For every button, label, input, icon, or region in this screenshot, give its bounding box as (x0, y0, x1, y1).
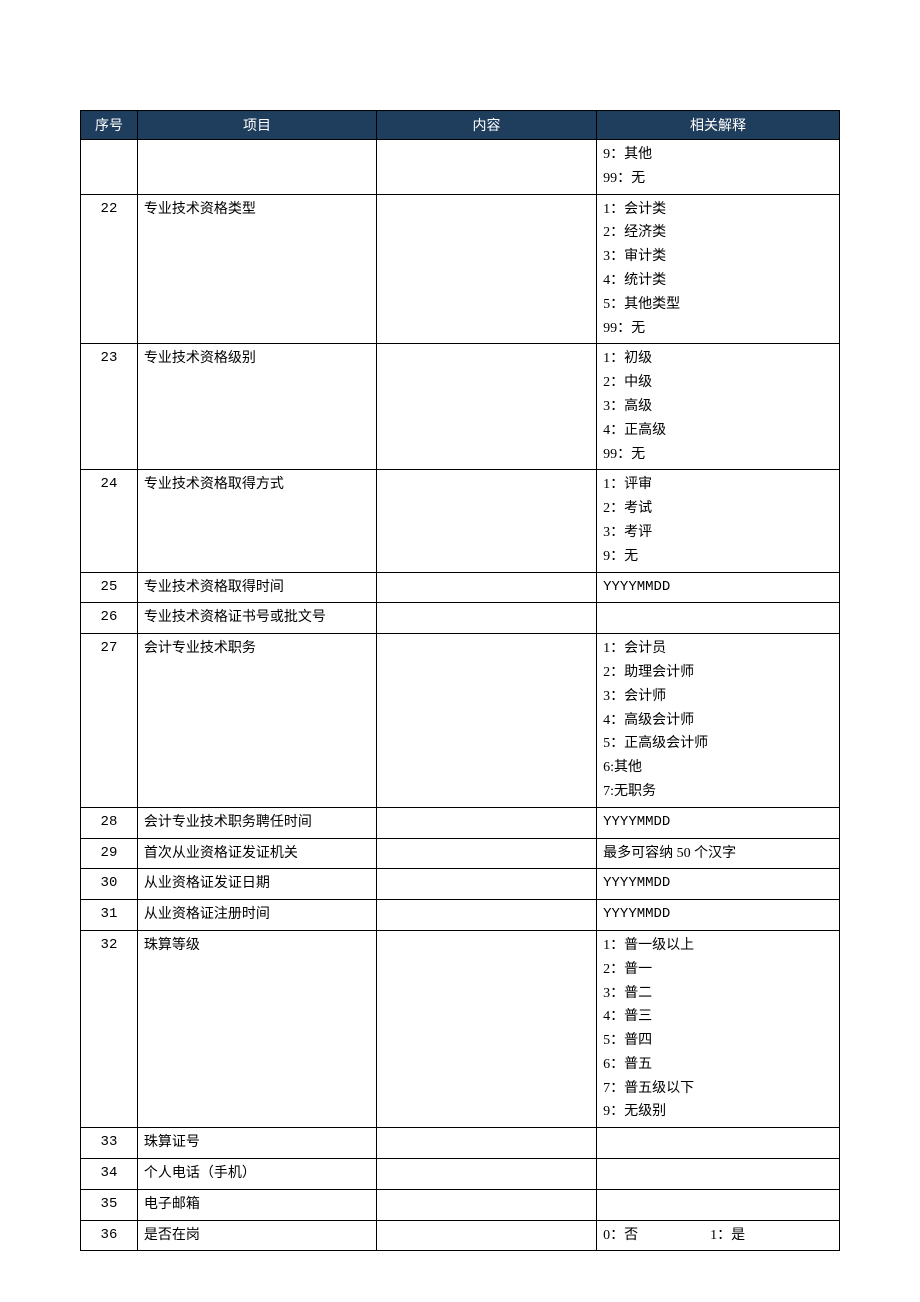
cell-seq: 22 (81, 194, 138, 344)
cell-seq: 30 (81, 869, 138, 900)
cell-item: 电子邮箱 (137, 1189, 376, 1220)
cell-item: 个人电话（手机） (137, 1159, 376, 1190)
cell-content (377, 900, 597, 931)
cell-content (377, 634, 597, 808)
col-header-content: 内容 (377, 111, 597, 140)
cell-content (377, 194, 597, 344)
cell-item: 专业技术资格类型 (137, 194, 376, 344)
cell-content (377, 838, 597, 869)
cell-seq: 24 (81, 470, 138, 572)
cell-item: 专业技术资格级别 (137, 344, 376, 470)
cell-item: 专业技术资格取得时间 (137, 572, 376, 603)
cell-explain: YYYYMMDD (597, 869, 840, 900)
cell-content (377, 930, 597, 1127)
col-header-item: 项目 (137, 111, 376, 140)
cell-seq: 34 (81, 1159, 138, 1190)
cell-item: 专业技术资格证书号或批文号 (137, 603, 376, 634)
cell-explain: 1：会计员2：助理会计师3：会计师4：高级会计师5：正高级会计师6:其他7:无职… (597, 634, 840, 808)
cell-content (377, 869, 597, 900)
cell-item: 是否在岗 (137, 1220, 376, 1251)
cell-seq: 36 (81, 1220, 138, 1251)
table-row: 36是否在岗 0：否1：是 (81, 1220, 840, 1251)
cell-seq: 27 (81, 634, 138, 808)
cell-item: 会计专业技术职务 (137, 634, 376, 808)
cell-explain (597, 1128, 840, 1159)
cell-explain: YYYYMMDD (597, 807, 840, 838)
cell-content (377, 344, 597, 470)
table-row: 9：其他99：无 (81, 140, 840, 195)
table-row: 23专业技术资格级别 1：初级2：中级3：高级4：正高级99：无 (81, 344, 840, 470)
col-header-seq: 序号 (81, 111, 138, 140)
cell-content (377, 470, 597, 572)
data-table: 序号 项目 内容 相关解释 9：其他99：无 22专业技术资格类型 1：会计类2：经… (80, 110, 840, 1251)
table-row: 30从业资格证发证日期 YYYYMMDD (81, 869, 840, 900)
cell-explain (597, 1189, 840, 1220)
cell-seq: 25 (81, 572, 138, 603)
table-row: 24专业技术资格取得方式 1：评审2：考试3：考评9：无 (81, 470, 840, 572)
table-row: 27会计专业技术职务 1：会计员2：助理会计师3：会计师4：高级会计师5：正高级会… (81, 634, 840, 808)
cell-content (377, 603, 597, 634)
cell-explain: 9：其他99：无 (597, 140, 840, 195)
cell-explain: 0：否1：是 (597, 1220, 840, 1251)
cell-explain: YYYYMMDD (597, 572, 840, 603)
cell-item: 首次从业资格证发证机关 (137, 838, 376, 869)
table-row: 26专业技术资格证书号或批文号 (81, 603, 840, 634)
cell-seq: 35 (81, 1189, 138, 1220)
cell-item: 从业资格证注册时间 (137, 900, 376, 931)
cell-item: 从业资格证发证日期 (137, 869, 376, 900)
cell-item (137, 140, 376, 195)
cell-content (377, 572, 597, 603)
cell-seq: 32 (81, 930, 138, 1127)
cell-explain: 最多可容纳 50 个汉字 (597, 838, 840, 869)
cell-item: 珠算等级 (137, 930, 376, 1127)
cell-item: 珠算证号 (137, 1128, 376, 1159)
cell-seq: 33 (81, 1128, 138, 1159)
cell-explain: 1：评审2：考试3：考评9：无 (597, 470, 840, 572)
table-row: 29首次从业资格证发证机关 最多可容纳 50 个汉字 (81, 838, 840, 869)
cell-content (377, 1189, 597, 1220)
cell-explain: YYYYMMDD (597, 900, 840, 931)
cell-content (377, 1128, 597, 1159)
cell-explain (597, 603, 840, 634)
cell-explain: 1：初级2：中级3：高级4：正高级99：无 (597, 344, 840, 470)
table-row: 34个人电话（手机） (81, 1159, 840, 1190)
page-container: 序号 项目 内容 相关解释 9：其他99：无 22专业技术资格类型 1：会计类2：经… (0, 0, 920, 1251)
cell-seq (81, 140, 138, 195)
cell-item: 专业技术资格取得方式 (137, 470, 376, 572)
cell-seq: 26 (81, 603, 138, 634)
table-row: 33珠算证号 (81, 1128, 840, 1159)
cell-explain: 1：会计类2：经济类3：审计类4：统计类5：其他类型99：无 (597, 194, 840, 344)
cell-content (377, 807, 597, 838)
cell-content (377, 1220, 597, 1251)
table-header: 序号 项目 内容 相关解释 (81, 111, 840, 140)
table-row: 32珠算等级 1：普一级以上2：普一3：普二4：普三5：普四6：普五7：普五级以下… (81, 930, 840, 1127)
cell-content (377, 140, 597, 195)
col-header-explain: 相关解释 (597, 111, 840, 140)
cell-seq: 31 (81, 900, 138, 931)
cell-explain: 1：普一级以上2：普一3：普二4：普三5：普四6：普五7：普五级以下9：无级别 (597, 930, 840, 1127)
cell-content (377, 1159, 597, 1190)
table-row: 35电子邮箱 (81, 1189, 840, 1220)
table-row: 22专业技术资格类型 1：会计类2：经济类3：审计类4：统计类5：其他类型99：无 (81, 194, 840, 344)
cell-seq: 29 (81, 838, 138, 869)
cell-seq: 28 (81, 807, 138, 838)
cell-seq: 23 (81, 344, 138, 470)
table-body: 9：其他99：无 22专业技术资格类型 1：会计类2：经济类3：审计类4：统计类5：… (81, 140, 840, 1251)
table-row: 28会计专业技术职务聘任时间 YYYYMMDD (81, 807, 840, 838)
cell-item: 会计专业技术职务聘任时间 (137, 807, 376, 838)
cell-explain (597, 1159, 840, 1190)
table-row: 31从业资格证注册时间 YYYYMMDD (81, 900, 840, 931)
table-row: 25专业技术资格取得时间 YYYYMMDD (81, 572, 840, 603)
